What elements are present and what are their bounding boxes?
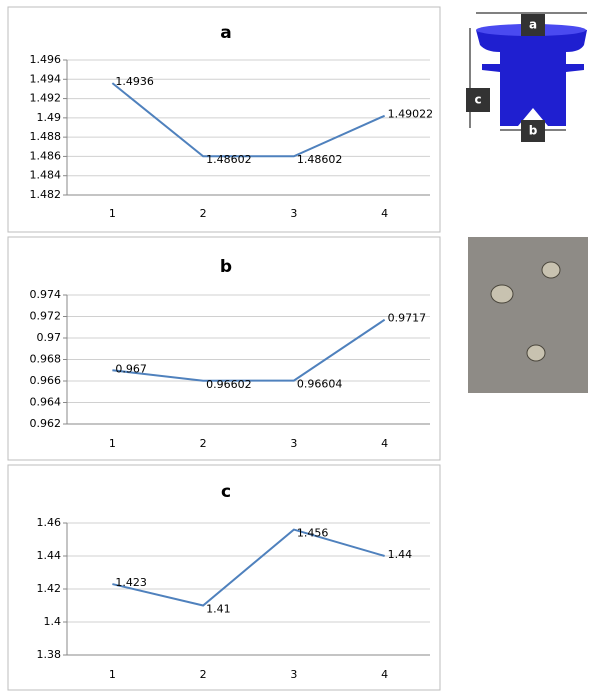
y-tick-label: 0.966 (30, 374, 62, 387)
data-label: 1.48602 (206, 153, 252, 166)
page: {"chart_data": [ {"type": "line", "title… (0, 0, 589, 693)
y-tick-label: 0.962 (30, 417, 62, 430)
y-tick-label: 1.488 (30, 130, 62, 143)
x-tick-label: 4 (381, 207, 388, 220)
data-label: 1.41 (206, 603, 231, 616)
chart-title: c (221, 482, 231, 502)
chart: a 1.482 1.484 1.486 1.488 1.49 1.492 1.494 1.496… (8, 7, 440, 232)
x-tick-label: 1 (109, 207, 116, 220)
data-label: 0.967 (115, 362, 147, 375)
y-tick-label: 1.46 (37, 516, 62, 529)
part-shape (476, 24, 587, 126)
data-label: 1.4936 (115, 75, 154, 88)
x-tick-label: 3 (290, 207, 297, 220)
y-tick-label: 0.974 (30, 288, 62, 301)
data-label: 0.96602 (206, 378, 252, 391)
x-tick-label: 1 (109, 437, 116, 450)
x-tick-label: 4 (381, 437, 388, 450)
y-tick-label: 0.964 (30, 396, 62, 409)
y-tick-label: 1.42 (37, 582, 62, 595)
data-label: 1.44 (388, 548, 413, 561)
photo-background (468, 237, 588, 393)
y-tick-label: 1.49 (37, 111, 62, 124)
y-tick-label: 1.38 (37, 648, 62, 661)
x-tick-label: 2 (200, 668, 207, 681)
y-tick-label: 0.97 (37, 331, 62, 344)
x-tick-label: 3 (290, 437, 297, 450)
x-tick-label: 4 (381, 668, 388, 681)
data-label: 1.49022 (388, 108, 434, 121)
data-label: 1.423 (115, 576, 147, 589)
x-tick-label: 2 (200, 207, 207, 220)
x-tick-label: 1 (109, 668, 116, 681)
photo-part (542, 262, 560, 278)
photo (468, 237, 588, 393)
y-tick-label: 1.4 (44, 615, 62, 628)
y-tick-label: 1.44 (37, 549, 62, 562)
data-label: 0.96604 (297, 378, 343, 391)
x-tick-label: 2 (200, 437, 207, 450)
chart: c 1.38 1.4 1.42 1.44 1.46 1 2 3 4 1.423 1.41 1.456 1.… (8, 465, 440, 690)
y-tick-label: 1.486 (30, 149, 62, 162)
y-tick-label: 1.492 (30, 92, 62, 105)
chart: b 0.962 0.964 0.966 0.968 0.97 0.972 0.974 1 2 3 4 0… (8, 237, 440, 460)
dim-label: a (529, 18, 537, 32)
dim-label: c (474, 93, 481, 107)
data-label: 1.48602 (297, 153, 343, 166)
chart-title: a (220, 23, 231, 43)
chart-title: b (220, 257, 232, 277)
x-tick-label: 3 (290, 668, 297, 681)
data-label: 0.9717 (388, 312, 427, 325)
figure: a c b a 1.482 1.484 1.486 1.488 1.49 1.492 1.49… (0, 0, 589, 693)
y-tick-label: 1.484 (30, 169, 62, 182)
data-label: 1.456 (297, 527, 329, 540)
y-tick-label: 0.968 (30, 353, 62, 366)
dim-label: b (529, 124, 538, 138)
y-tick-label: 0.972 (30, 310, 62, 323)
y-tick-label: 1.482 (30, 188, 62, 201)
photo-part (527, 345, 545, 361)
y-tick-label: 1.496 (30, 53, 62, 66)
photo-part (491, 285, 513, 303)
part-diagram: a c b (466, 13, 587, 142)
y-tick-label: 1.494 (30, 72, 62, 85)
